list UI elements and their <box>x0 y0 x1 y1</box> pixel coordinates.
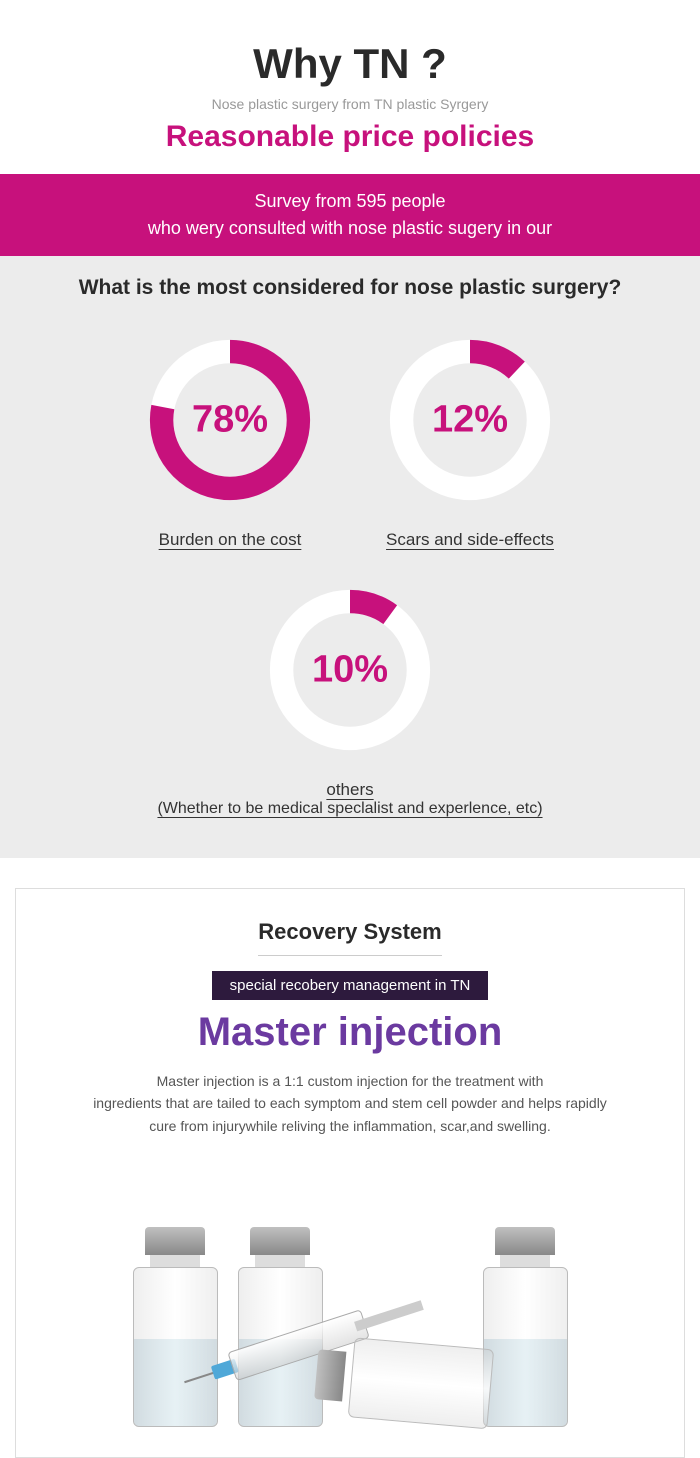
recovery-badge: special recobery management in TN <box>212 971 489 1000</box>
survey-banner: Survey from 595 people who wery consulte… <box>0 174 700 256</box>
subtitle-pink: Reasonable price policies <box>20 120 680 154</box>
donut-label: Scars and side-effects <box>380 530 560 550</box>
donut-pct: 12% <box>432 399 508 442</box>
recovery-title: Recovery System <box>258 919 441 956</box>
donut-item-scars: 12% Scars and side-effects <box>380 330 560 550</box>
vials-illustration <box>36 1167 664 1427</box>
donut-label: Burden on the cost <box>140 530 320 550</box>
survey-line1: Survey from 595 people <box>20 188 680 215</box>
survey-line2: who wery consulted with nose plastic sug… <box>20 215 680 242</box>
page-title: Why TN ? <box>20 40 680 88</box>
vial-icon <box>483 1227 568 1427</box>
donut-item-others: 10% others (Whether to be medical specla… <box>30 580 670 818</box>
donut-sublabel: (Whether to be medical speclalist and ex… <box>30 800 670 818</box>
donut-item-cost: 78% Burden on the cost <box>140 330 320 550</box>
recovery-big-title: Master injection <box>36 1010 664 1055</box>
donut-pct: 78% <box>192 399 268 442</box>
donut-pct: 10% <box>312 649 388 692</box>
recovery-section: Recovery System special recobery managem… <box>15 888 685 1458</box>
chart-section: What is the most considered for nose pla… <box>0 256 700 858</box>
subtitle-gray: Nose plastic surgery from TN plastic Syr… <box>20 96 680 112</box>
donut-label: others <box>30 780 670 800</box>
chart-question: What is the most considered for nose pla… <box>30 276 670 300</box>
vial-lying-icon <box>313 1334 499 1429</box>
recovery-description: Master injection is a 1:1 custom injecti… <box>36 1070 664 1137</box>
